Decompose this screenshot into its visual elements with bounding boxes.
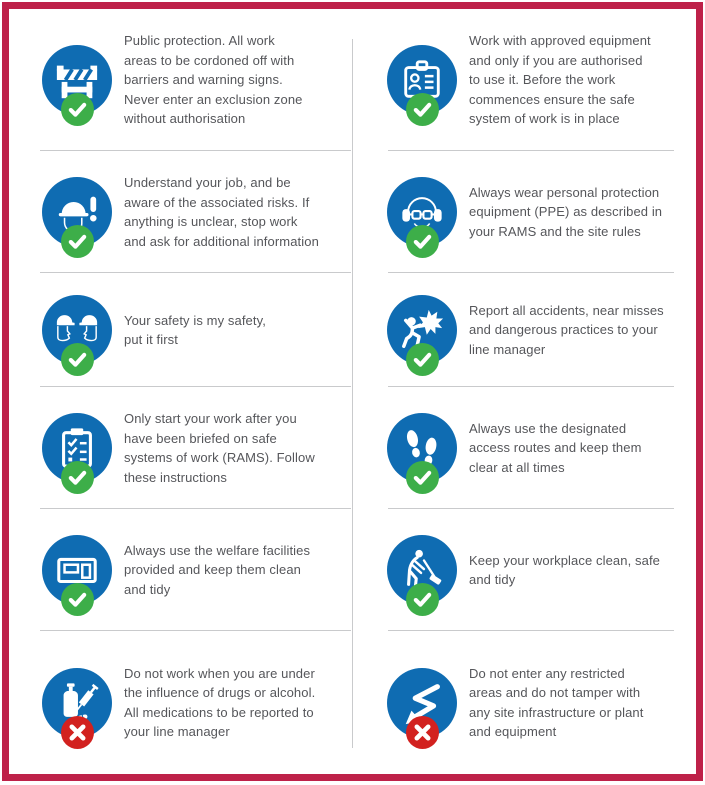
rule-text: Always use the welfare facilities provid… xyxy=(124,542,311,597)
rule-item-access-routes: Always use the designated access routes … xyxy=(366,387,705,509)
ppe-icon xyxy=(387,177,457,258)
check-badge-icon xyxy=(406,583,439,616)
rule-text: Only start your work after you have been… xyxy=(124,411,315,485)
hard-hat-alert-icon xyxy=(42,177,112,258)
rule-item-approved-equipment: Work with approved equipment and only if… xyxy=(366,9,705,151)
barrier-icon xyxy=(42,45,112,126)
rule-text: Public protection. All work areas to be … xyxy=(124,33,303,127)
rule-text: Keep your workplace clean, safe and tidy xyxy=(469,552,660,588)
check-badge-icon xyxy=(406,461,439,494)
sweeping-icon xyxy=(387,535,457,616)
rule-item-no-drugs-alcohol: Do not work when you are under the influ… xyxy=(9,631,366,774)
id-badge-icon xyxy=(387,45,457,126)
checklist-icon xyxy=(42,413,112,494)
rule-text: Always use the designated access routes … xyxy=(469,420,642,475)
check-badge-icon xyxy=(61,225,94,258)
rule-text: Do not enter any restricted areas and do… xyxy=(469,665,644,740)
rule-item-public-protection: Public protection. All work areas to be … xyxy=(9,9,366,151)
footprints-icon xyxy=(387,413,457,494)
rule-text: Your safety is my safety, put it first xyxy=(124,312,266,348)
rule-item-wear-ppe: Always wear personal protection equipmen… xyxy=(366,151,705,273)
two-workers-icon xyxy=(42,295,112,376)
rule-item-welfare-facilities: Always use the welfare facilities provid… xyxy=(9,509,366,631)
drugs-alcohol-icon xyxy=(42,667,112,749)
column-divider xyxy=(352,39,353,748)
rule-text: Do not work when you are under the influ… xyxy=(124,665,316,740)
rule-item-briefed-rams: Only start your work after you have been… xyxy=(9,387,366,509)
check-badge-icon xyxy=(61,461,94,494)
rule-item-report-accidents: Report all accidents, near misses and da… xyxy=(366,273,705,387)
check-badge-icon xyxy=(406,93,439,126)
check-badge-icon xyxy=(406,225,439,258)
rule-text: Always wear personal protection equipmen… xyxy=(469,184,663,239)
check-badge-icon xyxy=(406,343,439,376)
restricted-area-icon xyxy=(387,667,457,749)
cross-badge-icon xyxy=(61,715,94,749)
rule-text: Report all accidents, near misses and da… xyxy=(469,302,664,357)
rule-item-safety-first: Your safety is my safety, put it first xyxy=(9,273,366,387)
check-badge-icon xyxy=(61,343,94,376)
accident-icon xyxy=(387,295,457,376)
check-badge-icon xyxy=(61,583,94,616)
check-badge-icon xyxy=(61,93,94,126)
blue-circle xyxy=(42,667,112,738)
rule-item-understand-job: Understand your job, and be aware of the… xyxy=(9,151,366,273)
rule-item-clean-workplace: Keep your workplace clean, safe and tidy xyxy=(366,509,705,631)
rule-item-restricted-areas: Do not enter any restricted areas and do… xyxy=(366,631,705,774)
welfare-cabin-icon xyxy=(42,535,112,616)
cross-badge-icon xyxy=(406,715,439,749)
rule-text: Work with approved equipment and only if… xyxy=(469,33,651,127)
rule-text: Understand your job, and be aware of the… xyxy=(124,175,319,249)
rules-grid: Public protection. All work areas to be … xyxy=(9,9,696,774)
